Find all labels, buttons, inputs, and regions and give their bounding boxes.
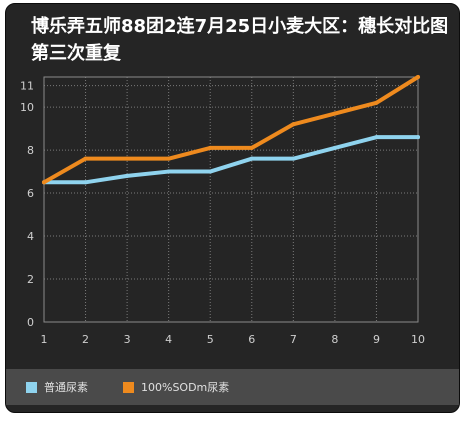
legend-swatch-series-1	[26, 381, 37, 393]
legend-swatch-series-2	[123, 381, 134, 393]
series-1-point[interactable]	[166, 169, 171, 174]
x-tick-label: 10	[411, 333, 425, 346]
series-2-point[interactable]	[42, 180, 46, 185]
series-line-1[interactable]	[42, 135, 420, 185]
series-2-point[interactable]	[416, 75, 420, 79]
legend-item-series-2[interactable]: 100%SODm尿素	[123, 379, 229, 395]
x-tick-label: 8	[331, 333, 338, 346]
legend-label-series-2: 100%SODm尿素	[141, 381, 230, 394]
series-2-point[interactable]	[249, 145, 254, 150]
series-2-point[interactable]	[291, 122, 296, 127]
series-line-2[interactable]	[42, 75, 420, 185]
x-tick-label: 2	[82, 333, 89, 346]
series-1-point[interactable]	[125, 173, 130, 178]
x-tick-label: 9	[373, 333, 380, 346]
y-tick-label: 11	[20, 80, 34, 93]
series-lines	[42, 75, 420, 185]
legend-item-series-1[interactable]: 普通尿素	[26, 379, 88, 395]
grid-lines	[44, 77, 418, 322]
series-1-point[interactable]	[374, 135, 379, 140]
series-2-point[interactable]	[208, 145, 213, 150]
series-2-point[interactable]	[166, 156, 171, 161]
series-1-point[interactable]	[291, 156, 296, 161]
y-tick-label: 0	[27, 316, 34, 329]
y-tick-label: 6	[27, 187, 34, 200]
series-2-point[interactable]	[125, 156, 130, 161]
series-1-point[interactable]	[83, 180, 88, 185]
series-1-point[interactable]	[208, 169, 213, 174]
x-tick-label: 3	[124, 333, 131, 346]
series-2-point[interactable]	[83, 156, 88, 161]
chart-title: 博乐弄五师88团2连7月25日小麦大区：穗长对比图第三次重复	[31, 16, 449, 64]
series-2-point[interactable]	[332, 111, 337, 116]
legend-label-series-1: 普通尿素	[44, 381, 88, 394]
legend: 普通尿素 100%SODm尿素	[6, 369, 459, 405]
series-1-point[interactable]	[416, 135, 420, 140]
x-tick-label: 4	[165, 333, 172, 346]
x-tick-label: 7	[290, 333, 297, 346]
chart-frame: 博乐弄五师88团2连7月25日小麦大区：穗长对比图第三次重复 0 2 4 6 8 10 11…	[5, 3, 460, 413]
y-tick-label: 4	[27, 230, 34, 243]
series-2-point[interactable]	[374, 100, 379, 105]
y-tick-label: 10	[20, 101, 34, 114]
series-1-point[interactable]	[332, 145, 337, 150]
x-tick-label: 1	[41, 333, 48, 346]
y-tick-label: 2	[27, 273, 34, 286]
x-tick-label: 6	[248, 333, 255, 346]
x-tick-label: 5	[207, 333, 214, 346]
plot-area-border	[43, 76, 419, 323]
series-1-point[interactable]	[249, 156, 254, 161]
y-tick-label: 8	[27, 144, 34, 157]
